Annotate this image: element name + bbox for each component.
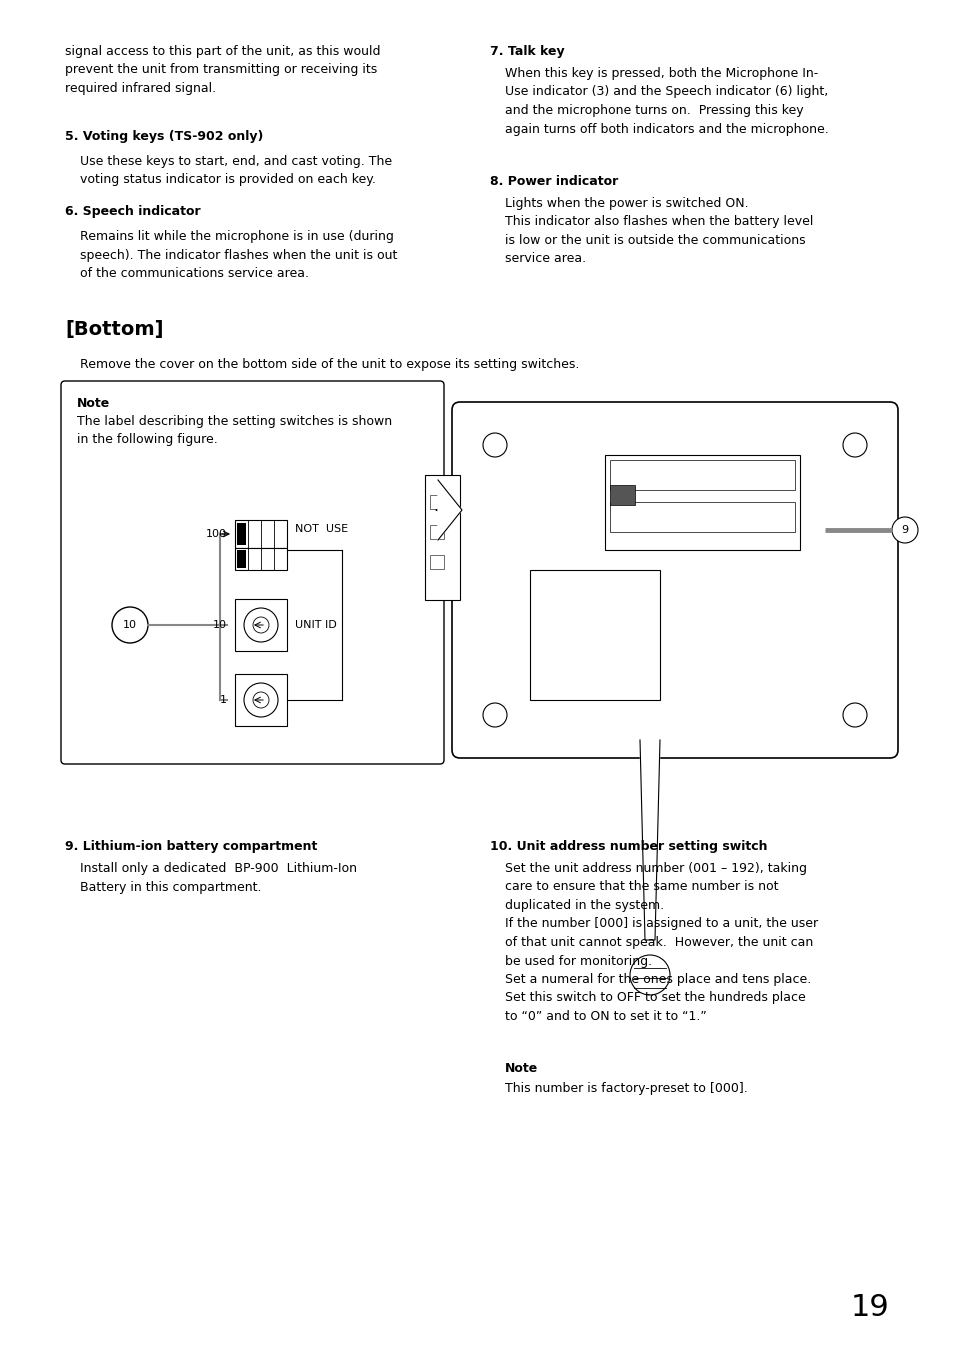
Text: 8. Power indicator: 8. Power indicator: [490, 176, 618, 188]
Text: 5. Voting keys (TS-902 only): 5. Voting keys (TS-902 only): [65, 130, 263, 143]
Text: The label describing the setting switches is shown
in the following figure.: The label describing the setting switche…: [77, 414, 392, 446]
Circle shape: [629, 954, 669, 995]
Bar: [424, 475, 459, 599]
Text: Remains lit while the microphone is in use (during
speech). The indicator flashe: Remains lit while the microphone is in u…: [80, 230, 397, 279]
Bar: [234, 674, 287, 726]
Bar: [234, 548, 287, 571]
Text: This number is factory-preset to [000].: This number is factory-preset to [000].: [504, 1081, 747, 1095]
Polygon shape: [437, 481, 461, 540]
Polygon shape: [639, 740, 659, 940]
Bar: [430, 555, 443, 568]
Circle shape: [253, 693, 269, 707]
Bar: [430, 525, 443, 539]
Text: 19: 19: [849, 1293, 888, 1322]
Text: 10: 10: [213, 620, 227, 630]
Text: UNIT ID: UNIT ID: [294, 620, 336, 630]
Circle shape: [842, 703, 866, 728]
FancyBboxPatch shape: [452, 402, 897, 757]
Bar: [234, 599, 287, 651]
Circle shape: [482, 433, 506, 458]
Circle shape: [244, 683, 277, 717]
Text: 7. Talk key: 7. Talk key: [490, 45, 564, 58]
Circle shape: [482, 703, 506, 728]
Text: 9: 9: [901, 525, 907, 535]
Text: 6. Speech indicator: 6. Speech indicator: [65, 205, 200, 217]
Text: 100: 100: [206, 529, 227, 539]
Circle shape: [244, 608, 277, 643]
Circle shape: [891, 517, 917, 543]
Bar: [530, 570, 659, 701]
FancyBboxPatch shape: [61, 381, 443, 764]
Circle shape: [253, 617, 269, 633]
Text: 9. Lithium-ion battery compartment: 9. Lithium-ion battery compartment: [65, 840, 317, 853]
Circle shape: [112, 608, 148, 643]
Bar: [234, 520, 287, 548]
Text: Install only a dedicated  BP-900  Lithium-Ion
Battery in this compartment.: Install only a dedicated BP-900 Lithium-…: [80, 863, 356, 894]
Text: [Bottom]: [Bottom]: [65, 320, 163, 339]
Text: Remove the cover on the bottom side of the unit to expose its setting switches.: Remove the cover on the bottom side of t…: [80, 358, 578, 371]
Bar: [609, 460, 794, 490]
Text: signal access to this part of the unit, as this would
prevent the unit from tran: signal access to this part of the unit, …: [65, 45, 380, 95]
Bar: [609, 502, 794, 532]
Text: Note: Note: [77, 397, 111, 410]
Text: Use these keys to start, end, and cast voting. The
voting status indicator is pr: Use these keys to start, end, and cast v…: [80, 155, 392, 186]
Text: 1: 1: [220, 695, 227, 705]
Text: Note: Note: [504, 1062, 537, 1075]
Bar: [430, 495, 443, 509]
Text: When this key is pressed, both the Microphone In-
Use indicator (3) and the Spee: When this key is pressed, both the Micro…: [504, 68, 828, 135]
Text: 10. Unit address number setting switch: 10. Unit address number setting switch: [490, 840, 767, 853]
Bar: [236, 522, 246, 545]
Text: Lights when the power is switched ON.
This indicator also flashes when the batte: Lights when the power is switched ON. Th…: [504, 197, 813, 266]
Bar: [604, 455, 800, 549]
Bar: [609, 485, 635, 505]
Bar: [236, 549, 246, 568]
Text: Set the unit address number (001 – 192), taking
care to ensure that the same num: Set the unit address number (001 – 192),…: [504, 863, 818, 1023]
Text: 10: 10: [123, 620, 137, 630]
Text: NOT  USE: NOT USE: [294, 524, 348, 535]
Circle shape: [842, 433, 866, 458]
